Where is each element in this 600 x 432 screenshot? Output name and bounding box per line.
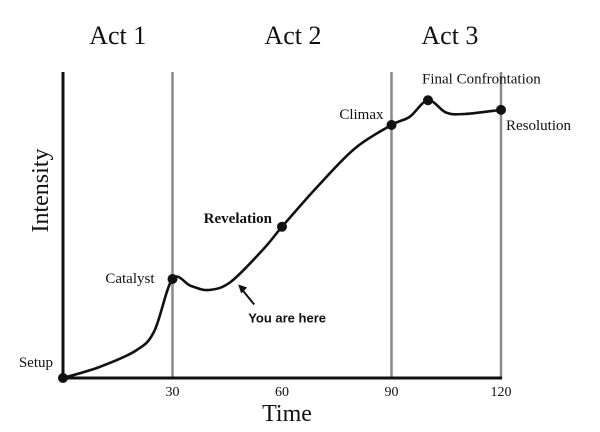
- key-point-label-revelation: Revelation: [204, 211, 273, 227]
- act-labels: Act 1 Act 2 Act 3: [89, 21, 478, 50]
- you-are-here-label: You are here: [248, 311, 326, 326]
- intensity-curve: [61, 98, 503, 380]
- y-axis-title: Intensity: [28, 149, 54, 233]
- x-tick-label-90: 90: [385, 385, 399, 400]
- key-point-resolution: [496, 104, 506, 115]
- key-point-final-confrontation: [423, 95, 433, 106]
- x-tick-label-120: 120: [491, 385, 512, 400]
- you-are-here-annotation: You are here: [238, 284, 326, 326]
- key-points: Setup Catalyst Revelation Climax Final Confr…: [19, 71, 572, 383]
- key-point-setup: [58, 373, 68, 383]
- act-label-act-2: Act 2: [264, 21, 321, 50]
- key-point-label-catalyst: Catalyst: [105, 271, 155, 287]
- key-point-catalyst: [167, 274, 178, 284]
- key-point-label-climax: Climax: [339, 107, 384, 123]
- key-point-label-setup: Setup: [19, 355, 53, 371]
- x-axis-title: Time: [262, 401, 312, 427]
- x-tick-label-60: 60: [275, 385, 289, 400]
- x-tick-labels: 30 60 90 120: [166, 385, 512, 400]
- you-are-here-arrowhead: [238, 284, 248, 294]
- act-label-act-1: Act 1: [89, 21, 146, 50]
- key-point-climax: [386, 120, 397, 130]
- act-label-act-3: Act 3: [421, 21, 478, 50]
- key-point-label-final-confrontation: Final Confrontation: [422, 71, 541, 87]
- key-point-revelation: [277, 221, 287, 232]
- x-tick-label-30: 30: [166, 385, 180, 400]
- key-point-label-resolution: Resolution: [506, 118, 572, 134]
